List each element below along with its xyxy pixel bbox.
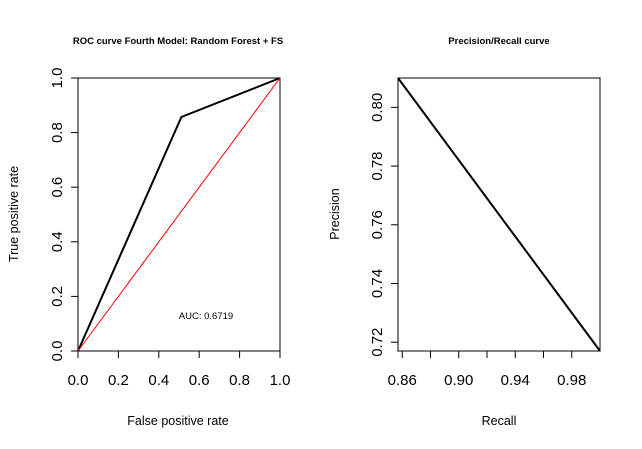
y-tick-label: 0.78 bbox=[369, 151, 386, 180]
pr-x-axis-label: Recall bbox=[482, 414, 517, 428]
y-tick-label: 1.0 bbox=[49, 68, 66, 89]
y-tick-label: 0.76 bbox=[369, 210, 386, 239]
diagonal-reference-line bbox=[77, 77, 281, 352]
x-tick-label: 0.0 bbox=[68, 372, 89, 389]
roc-axes: 0.0 0.2 0.4 0.6 0.8 1.0 0.0 0.2 0.4 0.6 0.8 1.0 bbox=[49, 68, 290, 389]
x-tick-label: 0.4 bbox=[148, 372, 169, 389]
roc-auc-annotation: AUC: 0.6719 bbox=[179, 311, 233, 322]
roc-x-axis-label: False positive rate bbox=[127, 414, 228, 428]
y-tick-label: 0.4 bbox=[49, 231, 66, 252]
pr-axes: 0.86 0.90 0.94 0.98 0.72 0.74 0.76 0.78 0.80 bbox=[369, 93, 586, 389]
x-tick-label: 0.6 bbox=[189, 372, 210, 389]
x-tick-label: 0.2 bbox=[108, 372, 129, 389]
y-tick-label: 0.6 bbox=[49, 177, 66, 198]
y-tick-label: 0.2 bbox=[49, 286, 66, 307]
pr-y-axis-label: Precision bbox=[328, 188, 342, 239]
y-tick-label: 0.80 bbox=[369, 93, 386, 122]
x-tick-label: 0.8 bbox=[229, 372, 250, 389]
roc-title: ROC curve Fourth Model: Random Forest + … bbox=[73, 36, 283, 47]
y-tick-label: 0.0 bbox=[49, 341, 66, 362]
y-tick-label: 0.74 bbox=[369, 269, 386, 298]
x-tick-label: 0.98 bbox=[557, 372, 586, 389]
roc-panel: ROC curve Fourth Model: Random Forest + … bbox=[7, 36, 290, 428]
x-tick-label: 1.0 bbox=[270, 372, 291, 389]
roc-y-axis-label: True positive rate bbox=[7, 166, 21, 262]
x-tick-label: 0.86 bbox=[388, 372, 417, 389]
pr-title: Precision/Recall curve bbox=[448, 36, 549, 47]
y-tick-label: 0.8 bbox=[49, 122, 66, 143]
x-tick-label: 0.94 bbox=[501, 372, 530, 389]
pr-series bbox=[397, 77, 601, 352]
series-line bbox=[77, 77, 281, 352]
x-tick-label: 0.90 bbox=[444, 372, 473, 389]
roc-series bbox=[77, 77, 281, 352]
pr-panel: Precision/Recall curve 0.86 0.90 0.94 0.980… bbox=[328, 36, 601, 428]
pr-plot-box bbox=[397, 77, 601, 352]
y-tick-label: 0.72 bbox=[369, 328, 386, 357]
roc-plot-box bbox=[77, 77, 281, 352]
series-line bbox=[397, 77, 601, 352]
